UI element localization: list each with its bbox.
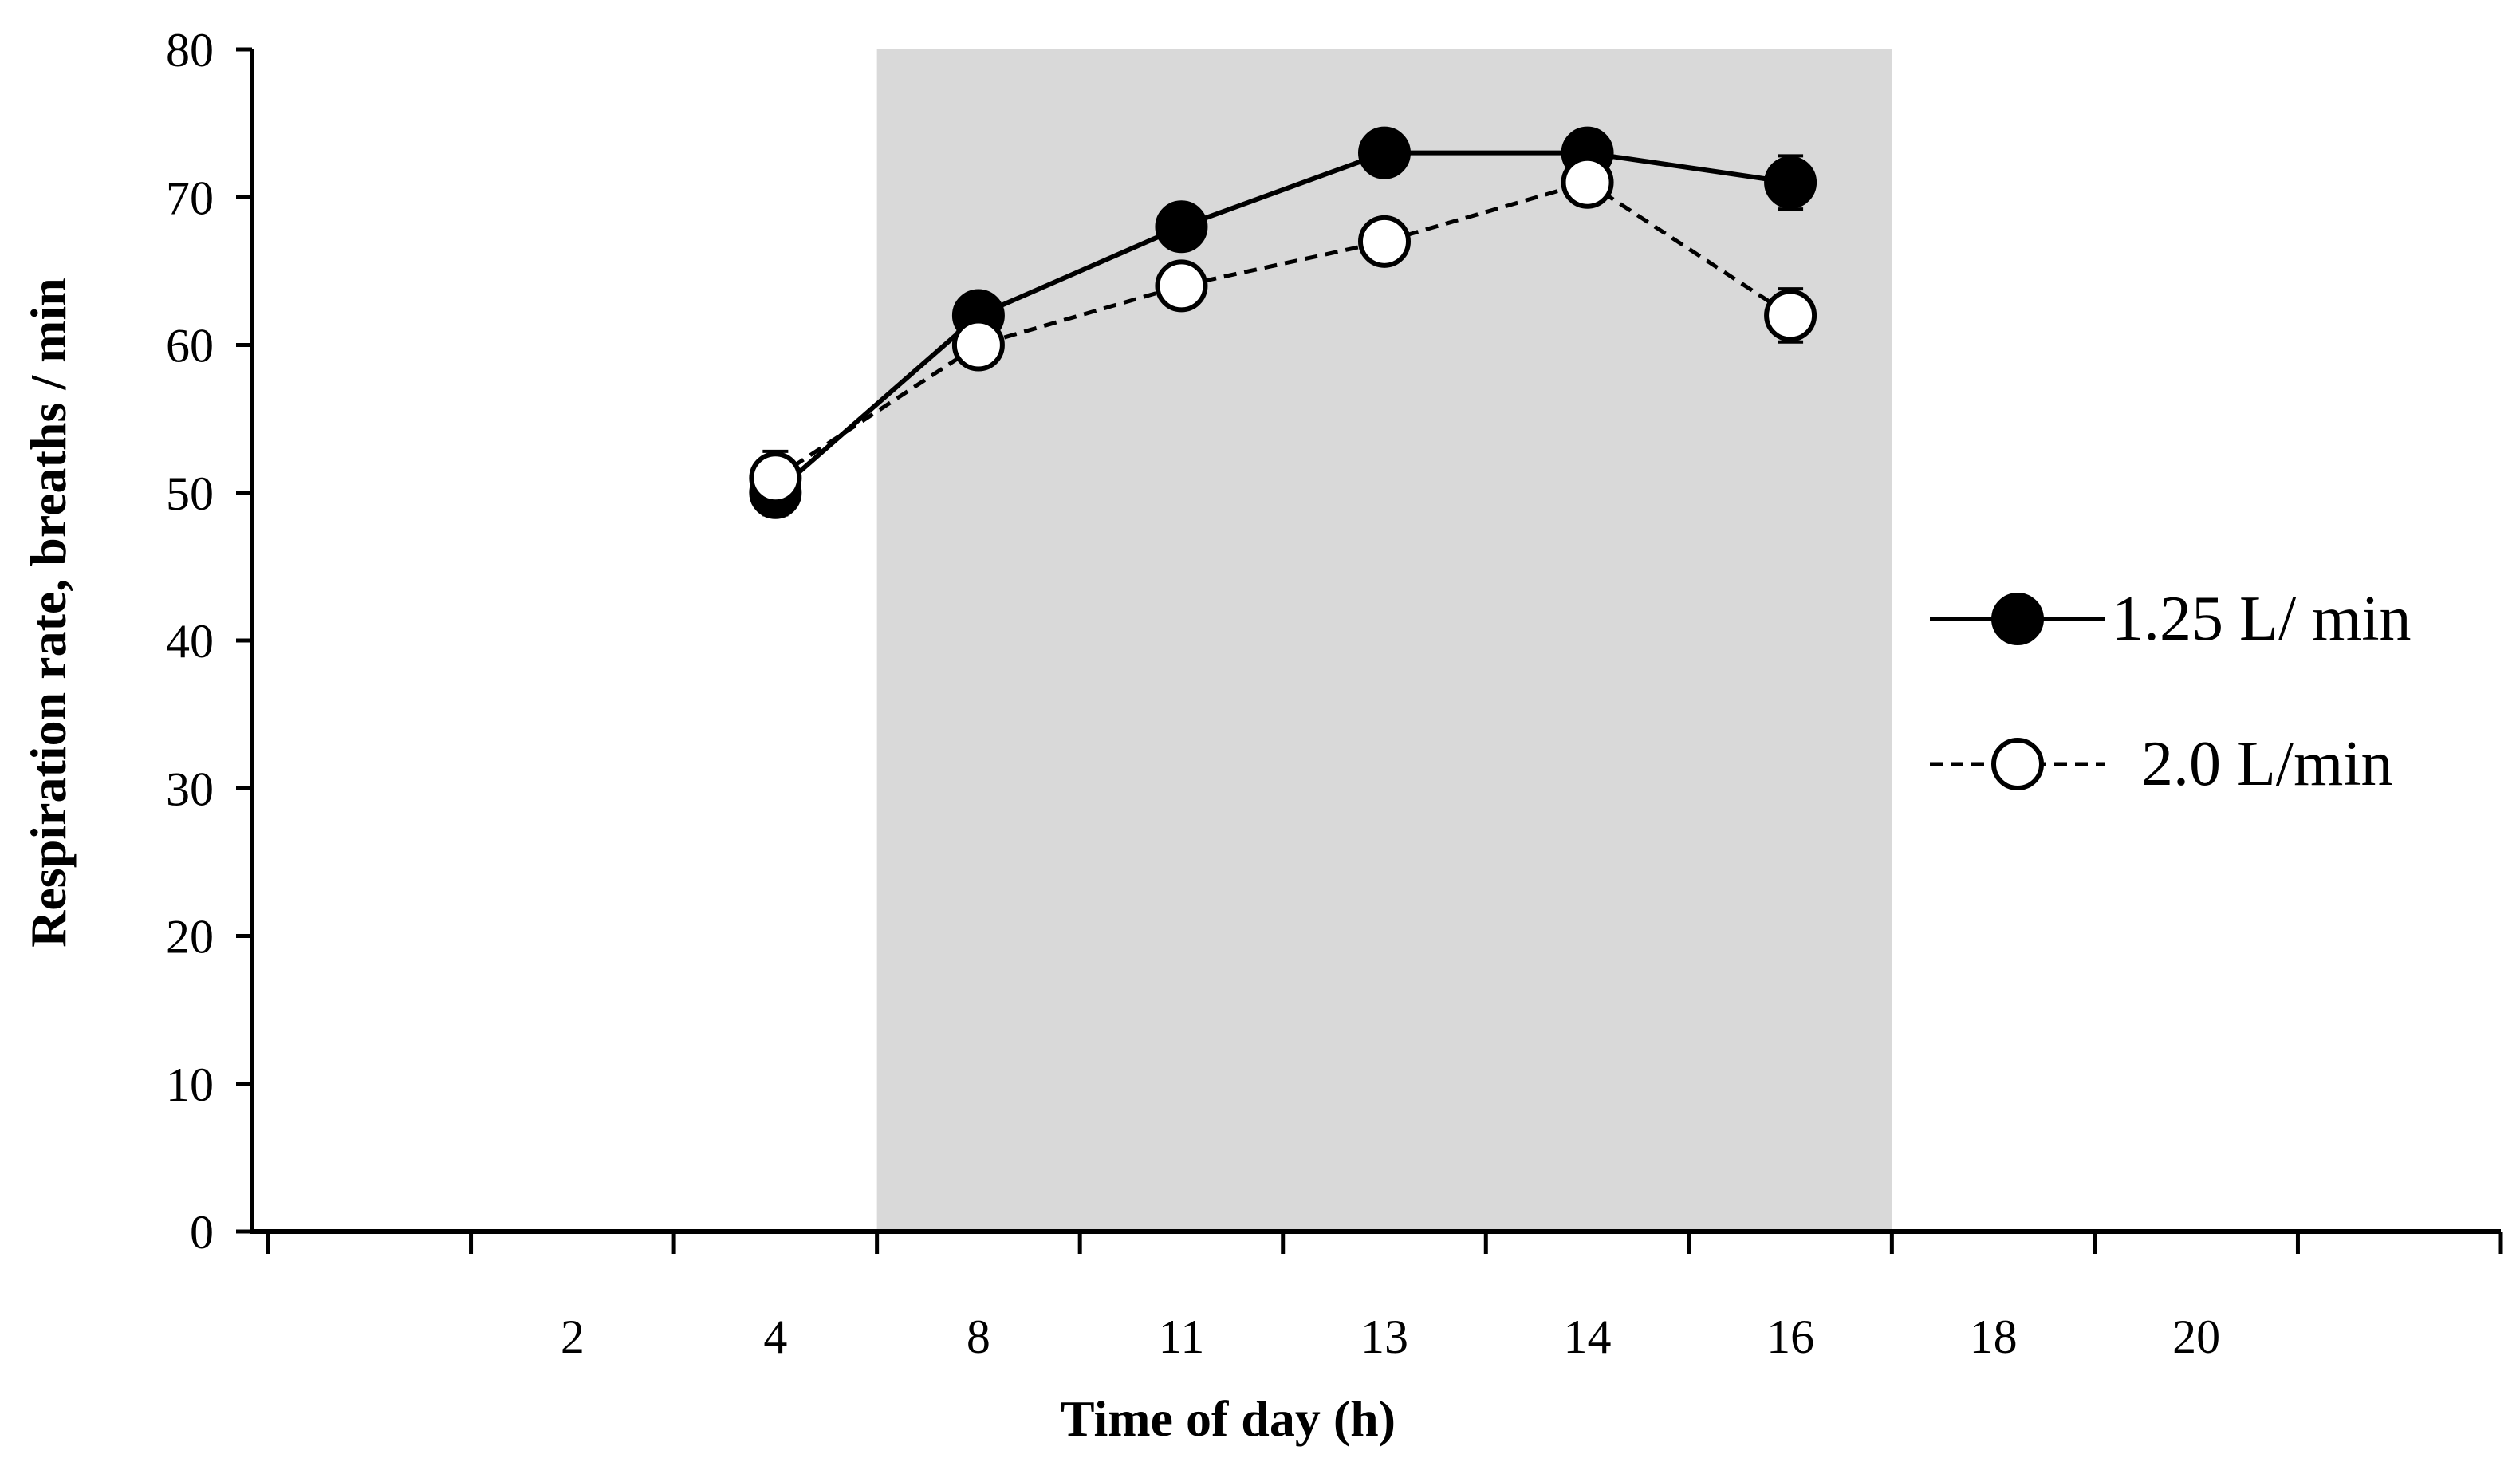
x-tick-label: 16 [1766, 1310, 1814, 1363]
data-point [1358, 126, 1411, 179]
x-tick-label: 14 [1564, 1310, 1612, 1363]
series-line [774, 150, 1791, 495]
y-tick-label: 50 [166, 467, 214, 520]
y-tick-label: 40 [166, 615, 214, 668]
x-tick-label: 20 [2172, 1310, 2220, 1363]
data-point [1155, 259, 1208, 313]
legend-label: 2.0 L/min [2141, 729, 2393, 799]
x-tick-label: 8 [967, 1310, 990, 1363]
x-tick-label: 2 [561, 1310, 585, 1363]
legend: 1.25 L/ min 2.0 L/min [1930, 584, 2412, 799]
y-tick-label: 60 [166, 320, 214, 372]
data-point [1764, 156, 1817, 209]
data-point [1764, 289, 1817, 342]
y-tick-label: 0 [190, 1206, 214, 1259]
x-ticks: 2 4 8 11 13 14 16 18 20 [266, 1232, 2503, 1363]
legend-marker [1991, 738, 2044, 790]
x-axis-title: Time of day (h) [1061, 1390, 1396, 1447]
legend-label: 1.25 L/ min [2112, 584, 2412, 654]
x-tick-label: 4 [763, 1310, 787, 1363]
legend-marker [1991, 593, 2044, 645]
series-line [774, 180, 1792, 480]
series-layer [749, 126, 1817, 519]
y-tick-label: 20 [166, 911, 214, 964]
x-tick-label: 13 [1360, 1310, 1408, 1363]
y-tick-label: 70 [166, 171, 214, 224]
data-point [1561, 156, 1614, 209]
y-tick-label: 10 [166, 1058, 214, 1111]
y-tick-label: 30 [166, 763, 214, 815]
y-axis-title: Respiration rate, breaths / min [20, 278, 77, 948]
y-ticks: 0 10 20 30 40 50 60 70 80 [166, 24, 252, 1259]
data-point [951, 318, 1005, 372]
data-point [749, 451, 802, 505]
x-tick-label: 18 [1970, 1310, 2018, 1363]
y-tick-label: 80 [166, 24, 214, 77]
data-point [1358, 215, 1411, 268]
data-point [1155, 200, 1208, 254]
x-tick-label: 11 [1159, 1310, 1205, 1363]
